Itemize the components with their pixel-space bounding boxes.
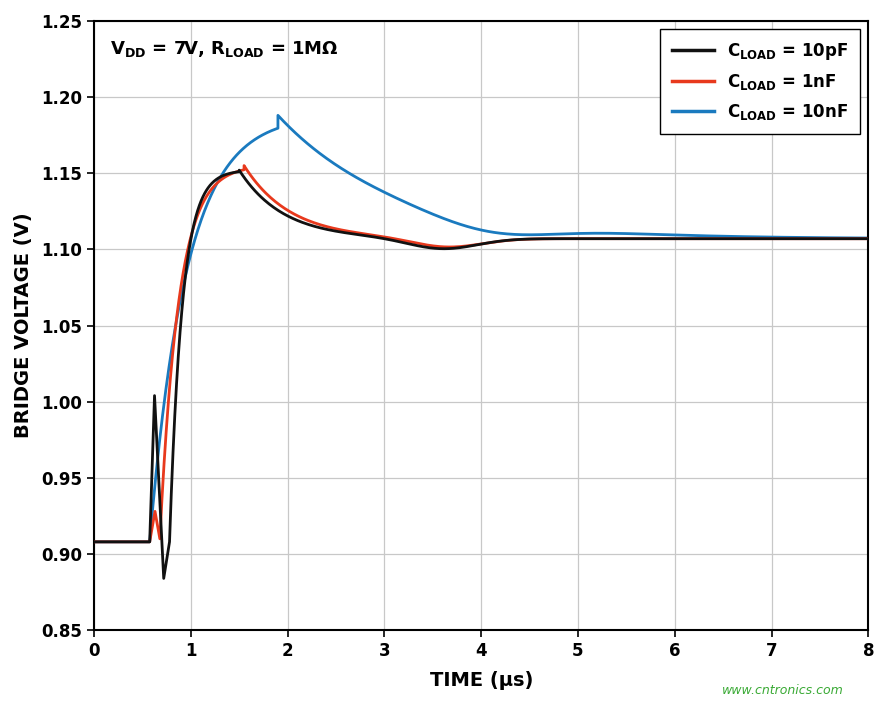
X-axis label: TIME (μs): TIME (μs) (430, 671, 533, 690)
Y-axis label: BRIDGE VOLTAGE (V): BRIDGE VOLTAGE (V) (14, 213, 33, 439)
Text: www.cntronics.com: www.cntronics.com (722, 684, 844, 697)
Text: $\mathbf{V_{DD}}$ = 7V, $\mathbf{R_{LOAD}}$ = 1M$\mathbf{\Omega}$: $\mathbf{V_{DD}}$ = 7V, $\mathbf{R_{LOAD… (109, 39, 338, 59)
Legend: $\mathbf{C_{LOAD}}$ = 10pF, $\mathbf{C_{LOAD}}$ = 1nF, $\mathbf{C_{LOAD}}$ = 10n: $\mathbf{C_{LOAD}}$ = 10pF, $\mathbf{C_{… (661, 30, 860, 134)
